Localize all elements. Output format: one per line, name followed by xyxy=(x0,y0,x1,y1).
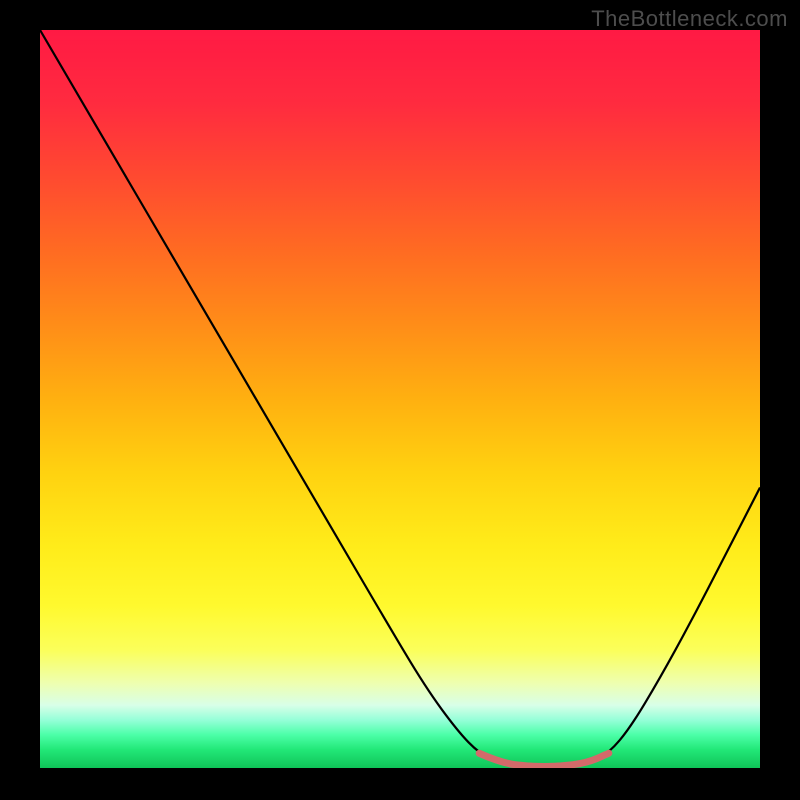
bottleneck-chart xyxy=(40,30,760,768)
figure-frame: TheBottleneck.com xyxy=(0,0,800,800)
plot-background xyxy=(40,30,760,768)
watermark-text: TheBottleneck.com xyxy=(591,6,788,32)
